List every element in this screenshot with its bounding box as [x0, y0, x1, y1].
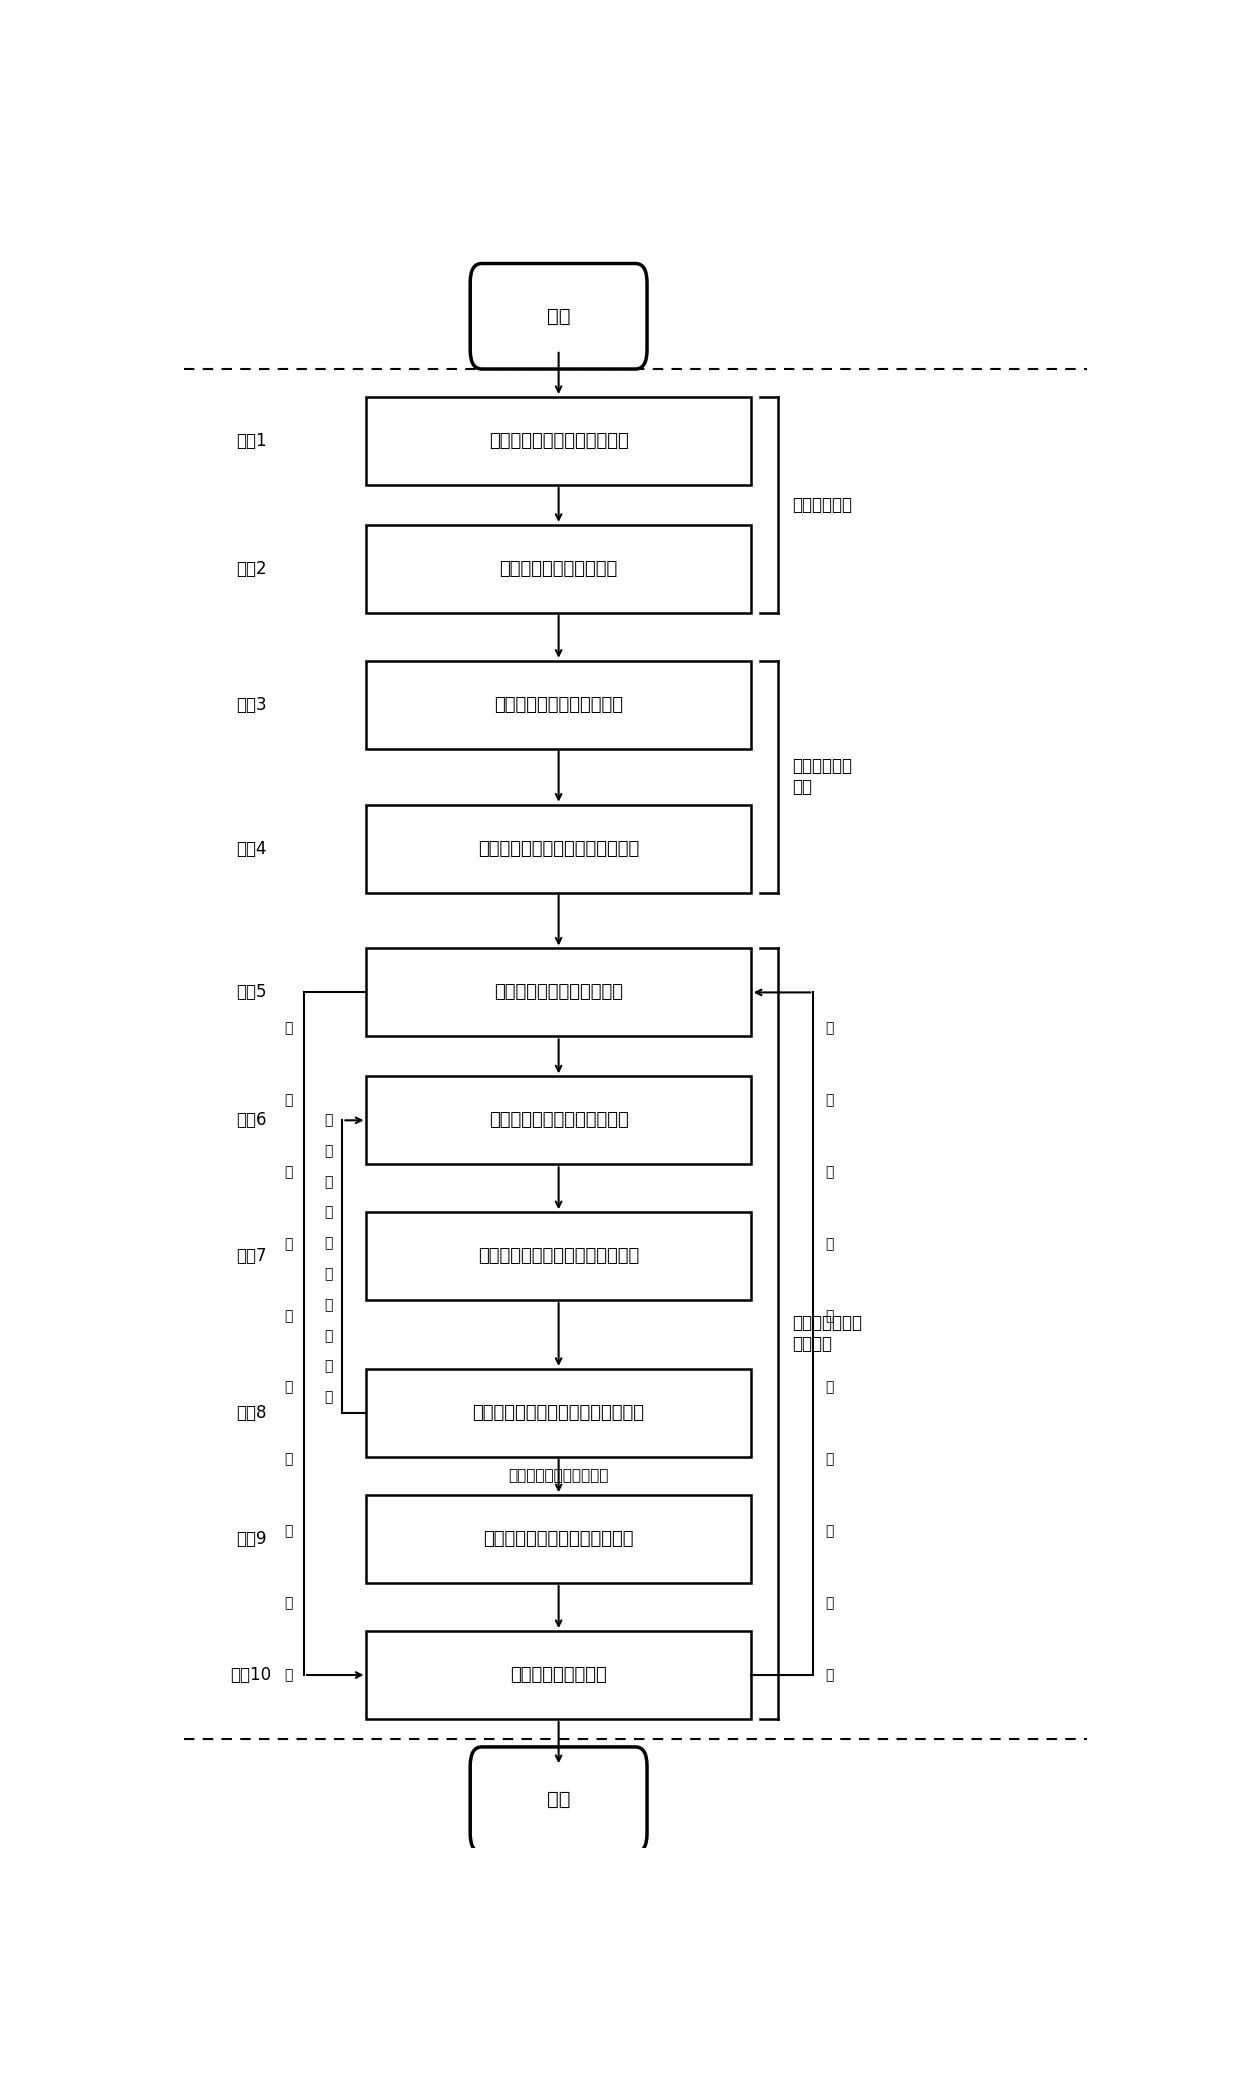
Text: 簇: 簇 [325, 1144, 332, 1158]
Text: 该簇电路节点未访问结束: 该簇电路节点未访问结束 [508, 1468, 609, 1484]
Text: 开始: 开始 [547, 307, 570, 326]
Text: 束: 束 [325, 1391, 332, 1405]
Text: 设定该簇电路节点优先级并依次访问: 设定该簇电路节点优先级并依次访问 [472, 1403, 645, 1422]
Text: 问: 问 [325, 1329, 332, 1343]
Text: 问: 问 [825, 1165, 833, 1179]
Text: 步骤1: 步骤1 [236, 432, 267, 450]
Text: 步骤7: 步骤7 [236, 1248, 267, 1264]
Text: 电: 电 [284, 1524, 293, 1538]
Text: 参数分析计算
阶段: 参数分析计算 阶段 [792, 758, 852, 795]
Text: 结束: 结束 [547, 1790, 570, 1808]
Text: 簇: 簇 [825, 1596, 833, 1611]
Text: 步骤8: 步骤8 [236, 1403, 267, 1422]
Text: 访: 访 [325, 1298, 332, 1312]
Bar [367, 525, 750, 612]
Text: 步骤2: 步骤2 [236, 561, 267, 577]
Text: 追溯电路节点的最差时序路径: 追溯电路节点的最差时序路径 [489, 1111, 629, 1129]
Text: 分析及计算电路节点的参数: 分析及计算电路节点的参数 [494, 695, 624, 714]
Text: 路: 路 [825, 1453, 833, 1466]
Bar [367, 1368, 750, 1457]
Text: 该: 该 [825, 1667, 833, 1682]
Bar [367, 397, 750, 486]
Text: 束: 束 [284, 1021, 293, 1036]
Text: 部: 部 [284, 1596, 293, 1611]
FancyBboxPatch shape [470, 1746, 647, 1852]
Text: 节: 节 [284, 1381, 293, 1395]
Text: 节: 节 [825, 1381, 833, 1395]
Text: 路: 路 [325, 1206, 332, 1221]
Text: 获取电路节点的参数信息: 获取电路节点的参数信息 [500, 561, 618, 577]
Text: 统计该时序路径中的同簇电路节点: 统计该时序路径中的同簇电路节点 [477, 1248, 640, 1264]
Text: 结: 结 [825, 1094, 833, 1107]
Text: 步骤9: 步骤9 [236, 1530, 267, 1549]
Bar [367, 660, 750, 749]
Text: 节: 节 [325, 1237, 332, 1250]
Text: 步骤5: 步骤5 [236, 984, 267, 1001]
Text: 问: 问 [284, 1165, 293, 1179]
Text: 访: 访 [284, 1237, 293, 1252]
Bar [367, 949, 750, 1036]
Bar [367, 805, 750, 893]
Text: 结: 结 [325, 1360, 332, 1374]
Text: 点: 点 [825, 1308, 833, 1322]
Text: 束: 束 [825, 1021, 833, 1036]
Text: 路: 路 [284, 1453, 293, 1466]
Text: 访: 访 [825, 1237, 833, 1252]
Text: 点: 点 [325, 1266, 332, 1281]
Text: 步骤4: 步骤4 [236, 839, 267, 857]
Bar [367, 1212, 750, 1300]
Text: 该: 该 [325, 1113, 332, 1127]
Text: 电: 电 [825, 1524, 833, 1538]
Text: 点: 点 [284, 1308, 293, 1322]
Text: 步骤6: 步骤6 [236, 1111, 267, 1129]
Bar [367, 1495, 750, 1584]
Text: 结: 结 [284, 1094, 293, 1107]
Text: 判断电路节点是否满足设计要求: 判断电路节点是否满足设计要求 [484, 1530, 634, 1549]
Text: 电: 电 [325, 1175, 332, 1190]
Text: 从顶层到底层访问电路节点: 从顶层到底层访问电路节点 [494, 984, 624, 1001]
Text: 步骤3: 步骤3 [236, 695, 267, 714]
Text: 参数提取阶段: 参数提取阶段 [792, 496, 852, 515]
Text: 待替换电路节点
选取阶段: 待替换电路节点 选取阶段 [792, 1314, 862, 1354]
Text: 读取输入文件并统计电路节点: 读取输入文件并统计电路节点 [489, 432, 629, 450]
Text: 全: 全 [284, 1667, 293, 1682]
Text: 输出待替换电路节点: 输出待替换电路节点 [510, 1667, 608, 1684]
Bar [367, 1075, 750, 1165]
Text: 基于分层参数对电路节点进行分层: 基于分层参数对电路节点进行分层 [477, 839, 640, 857]
Text: 步骤10: 步骤10 [231, 1667, 272, 1684]
FancyBboxPatch shape [470, 264, 647, 370]
Bar [367, 1632, 750, 1719]
